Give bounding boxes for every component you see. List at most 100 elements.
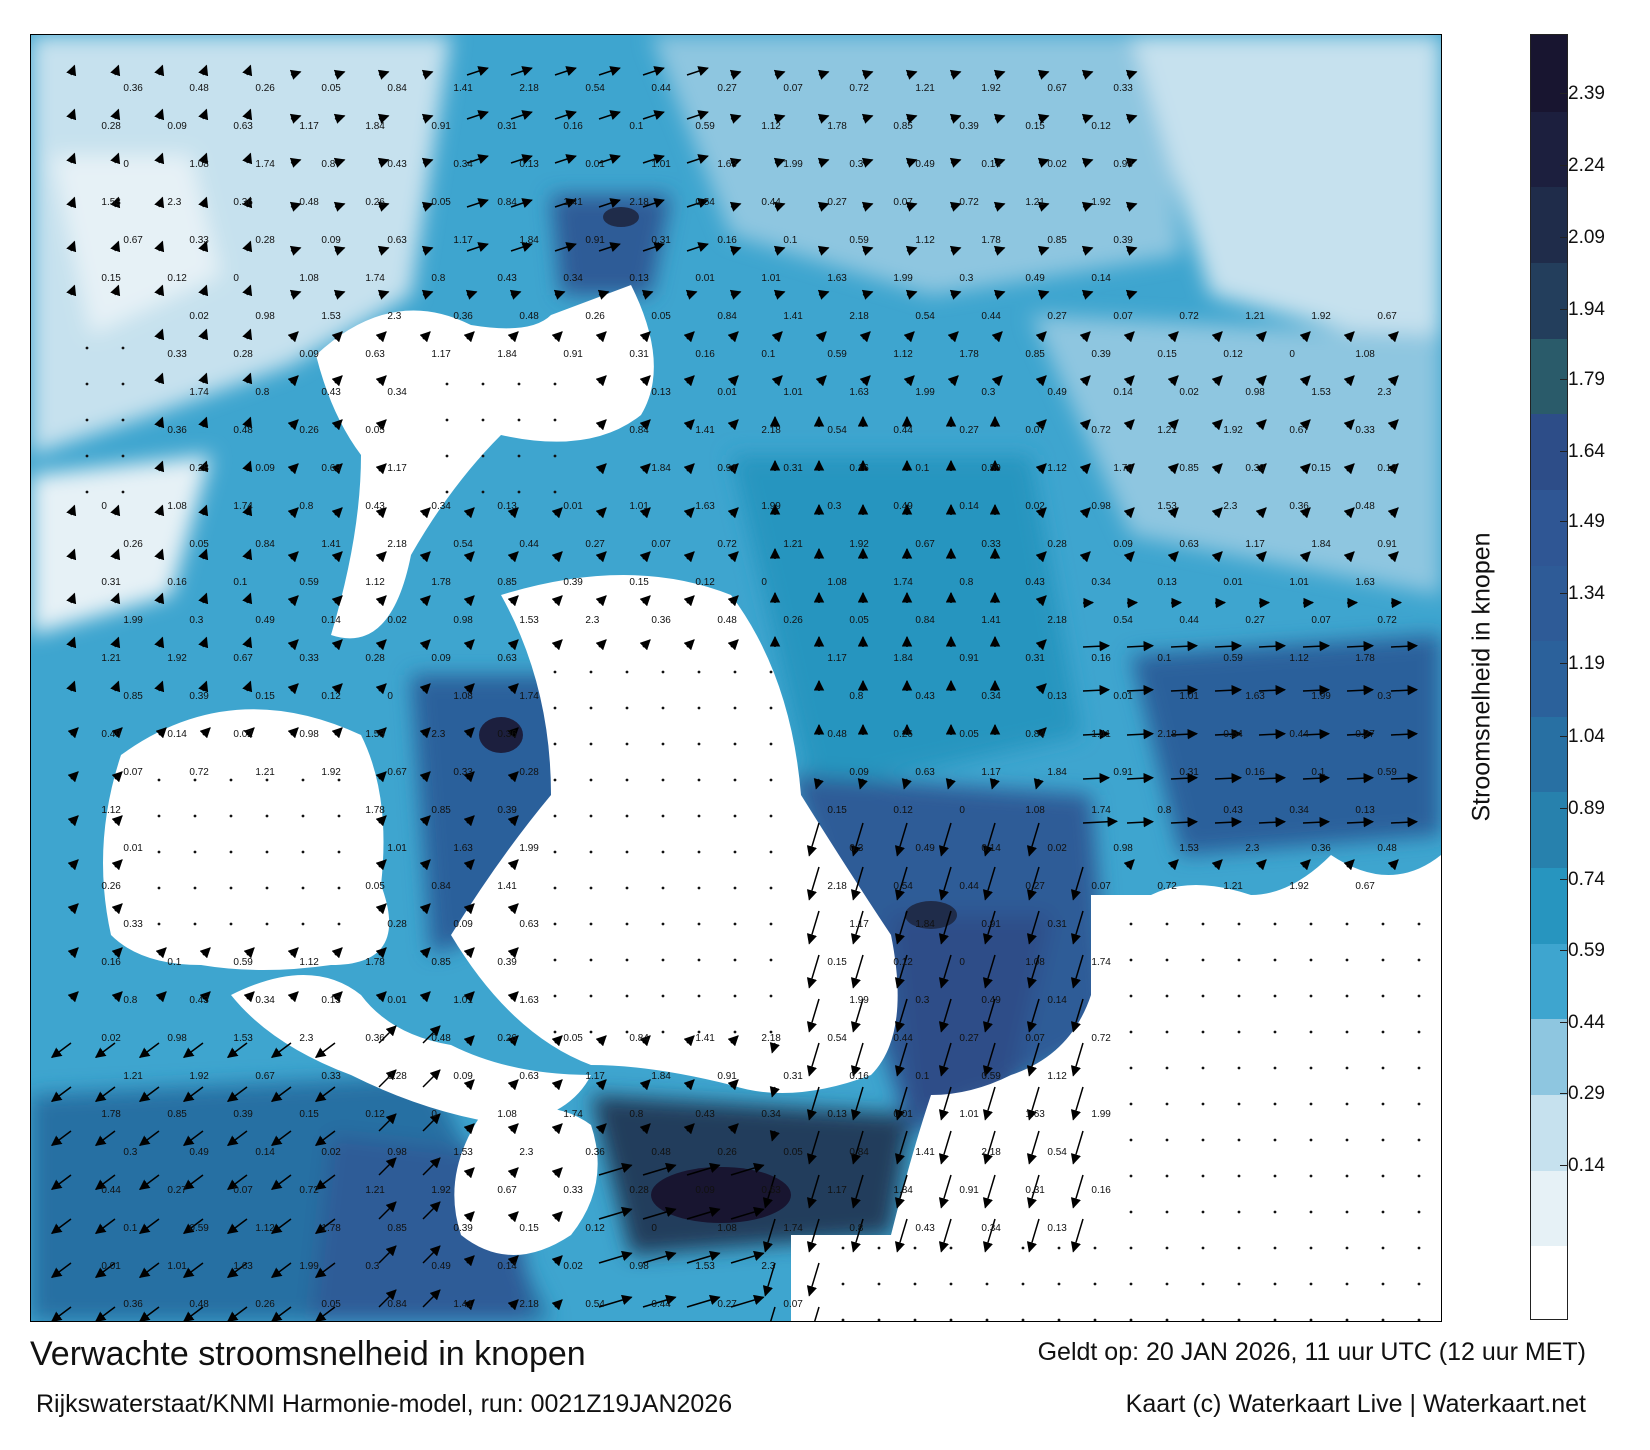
speed-value-label: 0.14	[321, 615, 341, 626]
speed-value-label: 1.78	[827, 121, 847, 132]
grid-dot	[1417, 1066, 1421, 1070]
current-arrow	[377, 201, 390, 212]
current-arrow	[1299, 507, 1311, 519]
speed-value-label: 0.72	[717, 539, 737, 550]
current-arrow	[683, 1035, 695, 1047]
current-arrow	[182, 1130, 204, 1147]
colorbar-tick-label: 0.14	[1560, 1155, 1605, 1176]
colorbar-tick-label: 1.34	[1560, 583, 1605, 604]
grid-dot	[661, 742, 665, 746]
current-arrow	[50, 1130, 72, 1147]
current-arrow	[242, 680, 253, 693]
grid-dot	[157, 850, 161, 854]
current-arrow	[773, 289, 786, 300]
current-arrow	[683, 375, 695, 387]
current-arrow	[287, 375, 299, 387]
current-arrow	[463, 1255, 475, 1267]
speed-value-label: 0.48	[651, 1147, 671, 1158]
speed-value-label: 1.92	[431, 1185, 451, 1196]
current-arrow	[507, 683, 519, 695]
current-arrow	[770, 1306, 776, 1321]
current-arrow	[331, 727, 343, 739]
grid-dot	[1201, 1318, 1205, 1321]
current-arrow	[1258, 640, 1287, 652]
speed-value-label: 0.39	[233, 1109, 253, 1120]
grid-dot	[661, 922, 665, 926]
grid-dot	[697, 994, 701, 998]
current-arrow	[1070, 866, 1084, 901]
current-arrow	[815, 331, 827, 343]
current-arrow	[66, 108, 77, 121]
speed-value-label: 0.36	[1311, 843, 1331, 854]
grid-dot	[769, 994, 773, 998]
speed-value-label: 0.98	[629, 1261, 649, 1272]
speed-value-label: 1.01	[629, 501, 649, 512]
speed-value-label: 0.34	[1091, 577, 1111, 588]
speed-value-label: 0.07	[233, 1185, 253, 1196]
speed-value-label: 0.31	[783, 1071, 803, 1082]
current-arrow	[1035, 507, 1047, 519]
speed-value-label: 0.3	[959, 273, 973, 284]
current-arrow	[1081, 157, 1094, 168]
speed-value-label: 1.08	[299, 273, 319, 284]
speed-value-label: 0.36	[167, 425, 187, 436]
grid-dot	[733, 706, 737, 710]
speed-value-label: 0.26	[255, 83, 275, 94]
grid-dot	[193, 814, 197, 818]
speed-value-label: 0.84	[387, 83, 407, 94]
current-arrow	[817, 201, 830, 212]
speed-value-label: 0.26	[717, 1147, 737, 1158]
current-arrow	[1387, 551, 1399, 563]
current-arrow	[1302, 772, 1331, 784]
current-arrow	[509, 289, 522, 300]
grid-dot	[1201, 1174, 1205, 1178]
speed-value-label: 0.26	[123, 539, 143, 550]
speed-value-label: 1.12	[299, 957, 319, 968]
speed-value-label: 0.36	[233, 197, 253, 208]
grid-dot	[1309, 1138, 1313, 1142]
current-arrow	[1081, 289, 1094, 300]
current-arrow	[1126, 640, 1155, 652]
current-arrow	[806, 866, 820, 901]
speed-value-label: 0.31	[783, 463, 803, 474]
current-arrow	[1387, 463, 1399, 475]
grid-dot	[625, 670, 629, 674]
speed-value-label: 1.12	[1289, 653, 1309, 664]
current-arrow	[154, 504, 165, 517]
colorbar-tick-label: 1.19	[1560, 653, 1605, 674]
speed-value-label: 0.1	[915, 463, 929, 474]
current-arrow	[773, 69, 786, 80]
current-arrow	[1082, 728, 1111, 740]
speed-value-label: 0.1	[123, 1223, 137, 1234]
current-arrow	[422, 1289, 441, 1308]
current-arrow	[894, 954, 908, 989]
speed-value-label: 1.41	[497, 881, 517, 892]
current-arrow	[1026, 998, 1040, 1033]
map-credit: Kaart (c) Waterkaart Live | Waterkaart.n…	[1125, 1390, 1586, 1418]
current-arrow	[806, 1130, 820, 1165]
grid-dot	[949, 1318, 953, 1321]
current-arrow	[1037, 201, 1050, 212]
current-arrow	[683, 331, 695, 343]
current-arrow	[463, 947, 475, 959]
speed-value-label: 0.36	[1289, 501, 1309, 512]
speed-value-label: 0.14	[959, 501, 979, 512]
current-arrow	[110, 108, 121, 121]
speed-value-label: 0.39	[453, 1223, 473, 1234]
current-arrow	[199, 991, 211, 1003]
current-arrow	[287, 683, 299, 695]
speed-value-label: 2.3	[1377, 387, 1391, 398]
speed-value-label: 0.13	[497, 501, 517, 512]
grid-dot	[1381, 1318, 1385, 1321]
speed-value-label: 1.92	[1223, 425, 1243, 436]
grid-dot	[1237, 1030, 1241, 1034]
speed-value-label: 1.17	[585, 1071, 605, 1082]
grid-dot	[445, 418, 449, 422]
speed-value-label: 0.05	[563, 1033, 583, 1044]
current-arrow	[242, 152, 253, 165]
speed-value-label: 1.53	[101, 197, 121, 208]
current-arrow	[861, 69, 874, 80]
grid-dot	[121, 418, 125, 422]
current-arrow	[683, 1123, 695, 1135]
speed-value-label: 0.07	[651, 539, 671, 550]
